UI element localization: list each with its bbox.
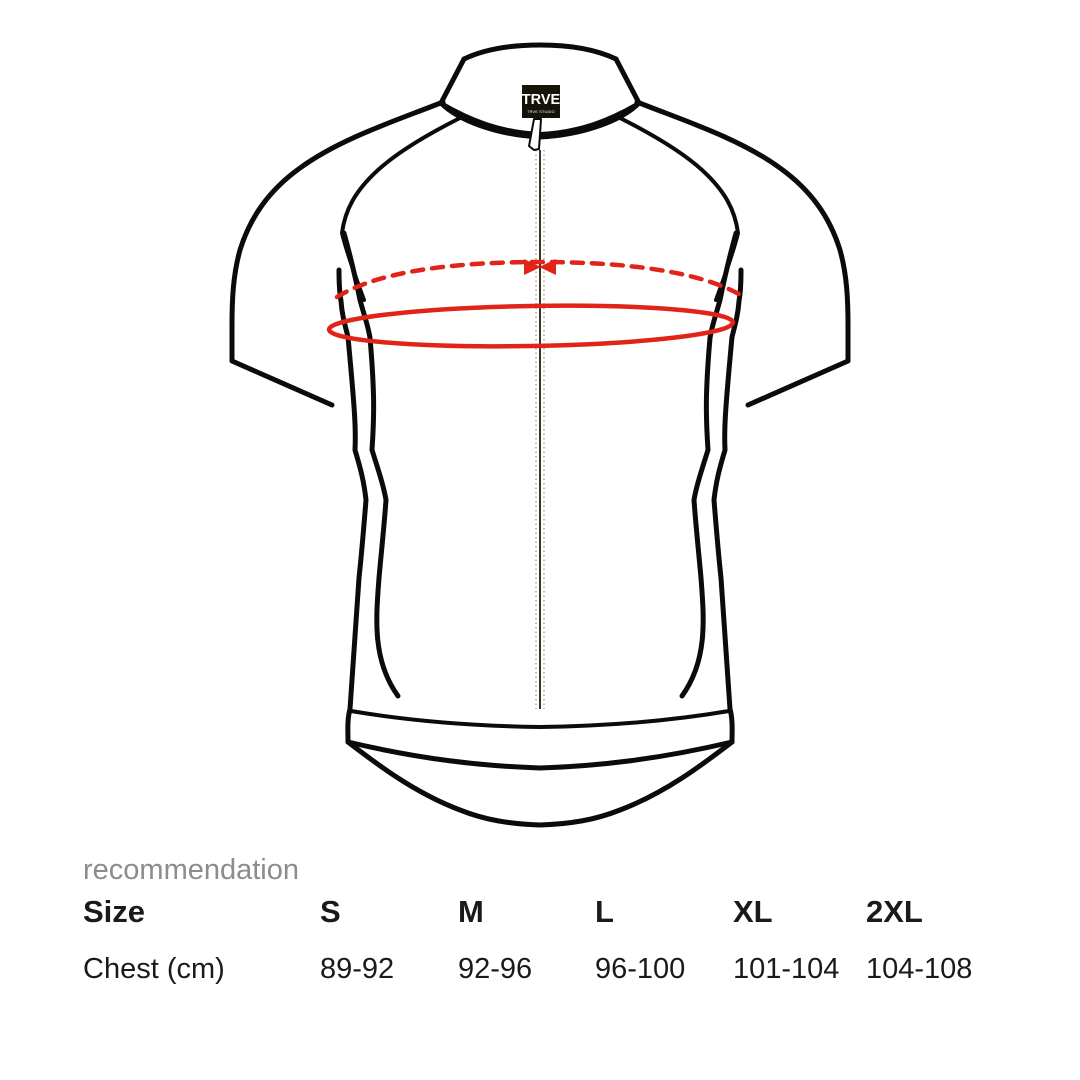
svg-text:Size: Size <box>83 894 145 929</box>
svg-text:2XL: 2XL <box>866 894 923 929</box>
svg-text:92-96: 92-96 <box>458 953 532 985</box>
svg-text:L: L <box>595 894 614 929</box>
svg-text:S: S <box>320 894 341 929</box>
svg-text:89-92: 89-92 <box>320 953 394 985</box>
svg-text:TRVE STUDIO: TRVE STUDIO <box>527 110 555 114</box>
svg-text:104-108: 104-108 <box>866 953 972 985</box>
svg-text:101-104: 101-104 <box>733 953 839 985</box>
svg-text:M: M <box>458 894 484 929</box>
svg-text:XL: XL <box>733 894 773 929</box>
svg-text:recommendation: recommendation <box>83 854 299 886</box>
svg-text:96-100: 96-100 <box>595 953 685 985</box>
svg-text:TRVE: TRVE <box>522 92 561 108</box>
svg-text:Chest (cm): Chest (cm) <box>83 953 225 985</box>
